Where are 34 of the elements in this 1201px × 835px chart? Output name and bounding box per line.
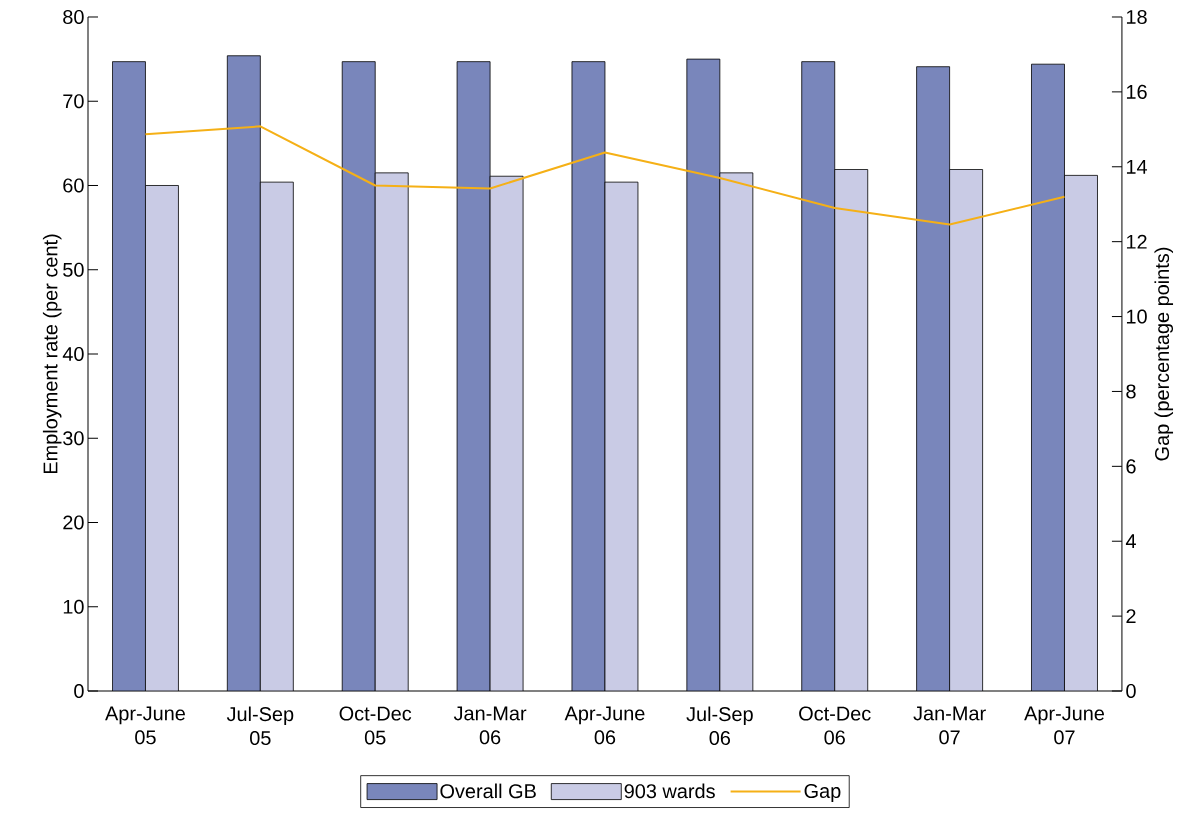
y-tick-label: 50 bbox=[63, 262, 84, 277]
legend-label: Gap bbox=[804, 783, 841, 802]
x-tick-label: Jan-Mar 06 bbox=[453, 706, 527, 745]
x-tick-label: Jul-Sep 06 bbox=[686, 706, 753, 746]
y2-tick-label: 14 bbox=[1126, 159, 1148, 174]
y-tick-label: 70 bbox=[63, 94, 84, 109]
x-tick-label: Apr-June 05 bbox=[105, 706, 185, 745]
y2-tick-label: 16 bbox=[1126, 84, 1147, 99]
y-tick-label: 40 bbox=[62, 346, 84, 362]
y-tick-label: 30 bbox=[63, 431, 84, 446]
y-tick-label: 20 bbox=[63, 515, 84, 530]
x-tick-label: Apr-June 06 bbox=[564, 706, 645, 745]
y2-tick-label: 6 bbox=[1126, 459, 1136, 474]
y-tick-label: 10 bbox=[63, 599, 84, 614]
x-tick-label: Jul-Sep 05 bbox=[226, 706, 294, 746]
x-tick-label: Oct-Dec 05 bbox=[339, 706, 412, 745]
y-tick-label: 60 bbox=[63, 178, 84, 193]
y2-tick-label: 8 bbox=[1126, 384, 1136, 399]
x-tick-label: Jan-Mar 07 bbox=[913, 706, 986, 745]
y-tick-label: 0 bbox=[74, 683, 84, 699]
x-tick-label: Oct-Dec 06 bbox=[799, 706, 871, 745]
y2-tick-label: 12 bbox=[1126, 234, 1147, 249]
y-tick-label: 80 bbox=[63, 9, 84, 25]
legend-label: 903 wards bbox=[624, 783, 715, 799]
y2-axis-title: Gap (percentage points) bbox=[1154, 247, 1174, 461]
y2-tick-label: 0 bbox=[1126, 683, 1136, 699]
legend-label: Overall GB bbox=[440, 783, 536, 799]
x-tick-label: Apr-June 07 bbox=[1024, 706, 1105, 745]
line-series bbox=[144, 125, 1066, 226]
y2-tick-label: 18 bbox=[1126, 9, 1147, 25]
y2-tick-label: 2 bbox=[1126, 609, 1136, 624]
y-axis-title: Employment rate (per cent) bbox=[42, 234, 62, 474]
y2-tick-label: 10 bbox=[1126, 309, 1147, 324]
y2-tick-label: 4 bbox=[1125, 534, 1136, 549]
